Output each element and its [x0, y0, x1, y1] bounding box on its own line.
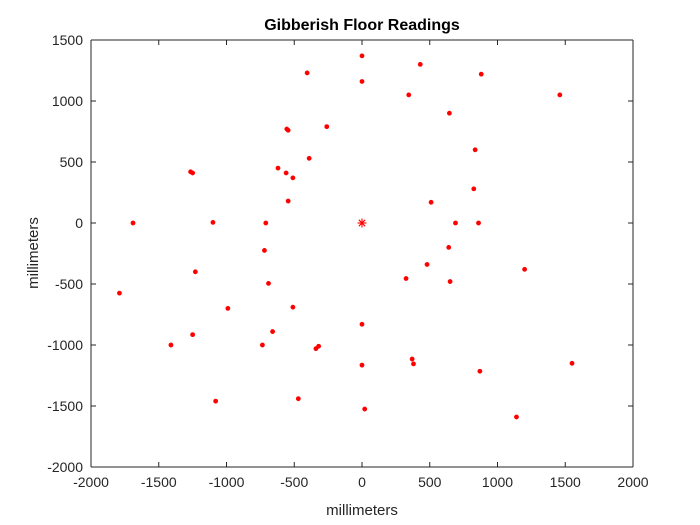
data-point — [417, 62, 423, 67]
data-point — [409, 356, 415, 362]
data-point — [446, 244, 452, 250]
data-point — [266, 280, 271, 286]
x-tick-label: 1000 — [482, 474, 513, 490]
data-point — [557, 92, 563, 98]
data-point — [477, 368, 483, 374]
data-point — [260, 342, 265, 348]
data-point — [285, 127, 291, 133]
y-axis-label: millimeters — [25, 217, 42, 289]
data-point — [522, 266, 527, 272]
data-point — [290, 175, 296, 181]
origin-marker — [357, 218, 367, 228]
data-point — [130, 220, 136, 226]
data-point — [295, 396, 301, 402]
data-point — [359, 79, 365, 84]
x-tick-label: -1000 — [209, 474, 245, 490]
data-point — [478, 71, 484, 77]
plot-area — [91, 40, 633, 467]
data-point — [359, 362, 365, 368]
data-point — [192, 269, 198, 275]
data-point — [428, 199, 434, 205]
y-tick-label: -1000 — [47, 337, 83, 353]
data-point — [262, 248, 267, 253]
data-point — [283, 170, 289, 176]
y-tick-label: 0 — [75, 215, 83, 231]
data-point — [471, 186, 477, 192]
data-point — [472, 147, 478, 153]
x-tick-label: 1500 — [550, 474, 581, 490]
data-point — [359, 321, 365, 327]
x-axis-label: millimeters — [326, 502, 398, 519]
data-point — [190, 332, 196, 338]
data-point — [424, 262, 430, 267]
axes: -2000 -1500 -1000 -500 0 500 1000 1500 2000 -2000… — [47, 32, 649, 490]
y-tick-label: 1500 — [52, 32, 83, 48]
data-point — [411, 361, 416, 367]
data-point — [306, 155, 312, 161]
data-point — [213, 398, 219, 404]
data-point — [225, 305, 231, 311]
data-point — [359, 53, 365, 59]
data-point — [285, 198, 291, 204]
x-tick-label: -500 — [280, 474, 308, 490]
x-tick-label: 0 — [358, 474, 366, 490]
data-point — [270, 329, 275, 334]
data-point — [453, 220, 458, 226]
y-tick-label: -2000 — [47, 459, 83, 475]
y-tick-label: 500 — [60, 154, 84, 170]
data-points — [117, 53, 575, 420]
origin-marker-stroke — [358, 219, 366, 227]
data-point — [446, 110, 452, 116]
data-point — [263, 220, 269, 226]
data-point — [316, 343, 322, 349]
data-point — [406, 92, 412, 98]
data-point — [117, 290, 122, 296]
data-point — [447, 279, 453, 284]
data-point — [304, 70, 310, 76]
data-point — [362, 406, 368, 412]
data-point — [514, 414, 519, 420]
data-point — [190, 170, 196, 176]
data-point — [569, 360, 575, 366]
y-tick-label: 1000 — [52, 93, 83, 109]
y-tick-label: -500 — [55, 276, 83, 292]
data-point — [275, 165, 281, 171]
data-point — [476, 220, 481, 226]
chart-title: Gibberish Floor Readings — [264, 17, 460, 34]
data-point — [168, 342, 174, 348]
data-point — [210, 219, 216, 225]
x-tick-label: 2000 — [617, 474, 648, 490]
y-tick-label: -1500 — [47, 398, 83, 414]
data-point — [403, 276, 409, 281]
x-tick-label: -2000 — [73, 474, 109, 490]
data-point — [290, 304, 296, 310]
x-tick-label: -1500 — [141, 474, 177, 490]
x-tick-label: 500 — [418, 474, 442, 490]
data-point — [324, 124, 330, 130]
